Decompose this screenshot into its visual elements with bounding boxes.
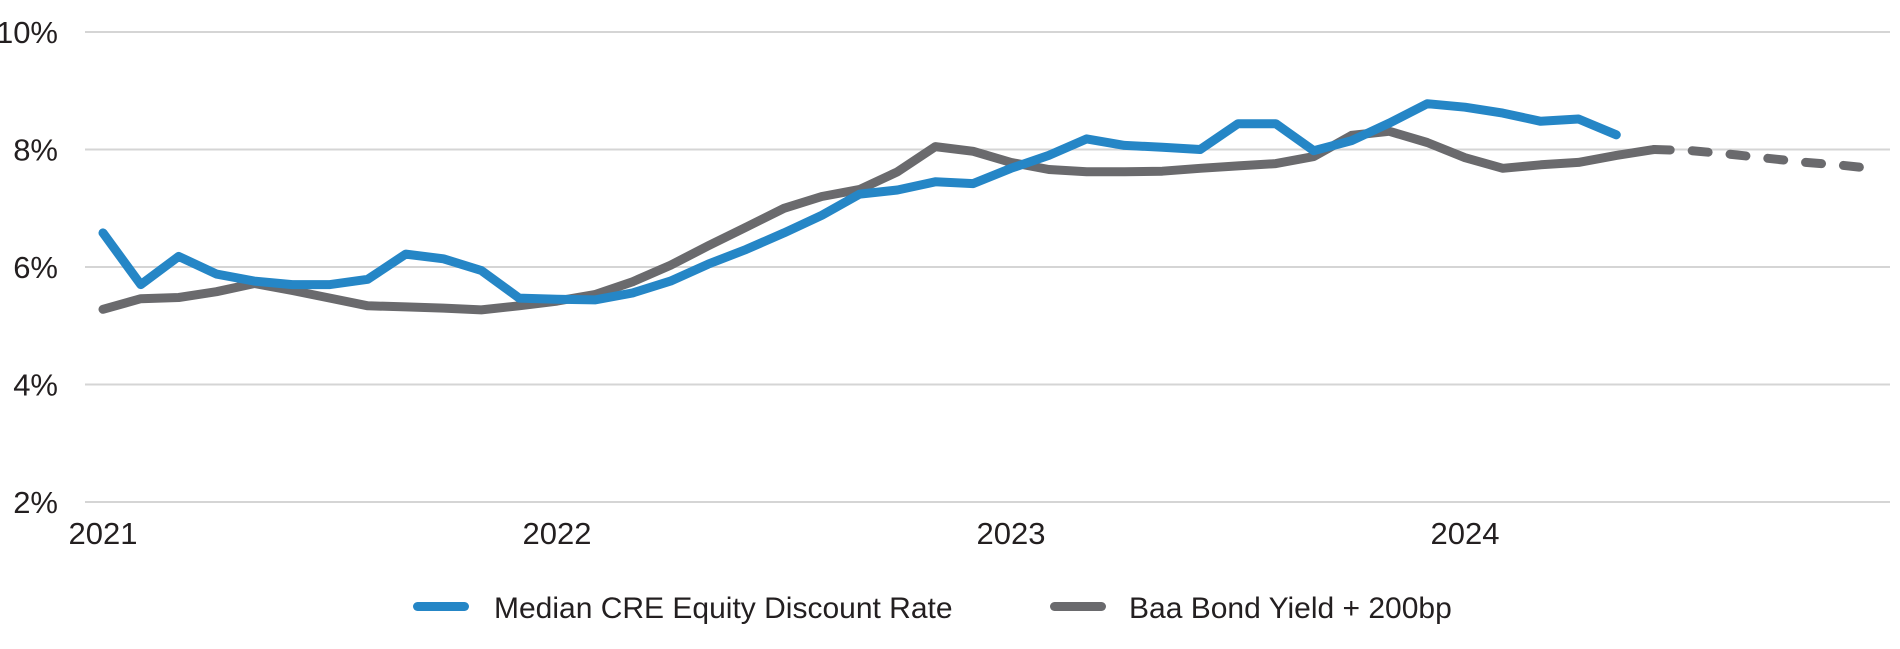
legend: Median CRE Equity Discount Rate Baa Bond…: [413, 592, 1452, 625]
y-tick-label-2%: 2%: [13, 485, 58, 520]
series-line-baa-bond-yield: [98, 126, 1659, 315]
y-axis-tick-labels: 10% 8% 6% 4% 2%: [0, 15, 58, 520]
x-tick-label-2023: 2023: [977, 516, 1046, 551]
series-line-baa-bond-yield-forecast: [1649, 145, 1886, 174]
y-tick-label-4%: 4%: [13, 368, 58, 403]
y-tick-label-10%: 10%: [0, 15, 58, 50]
legend-swatch-baa-bond: [1050, 602, 1106, 611]
legend-swatch-median-cre: [413, 602, 469, 611]
x-tick-label-2024: 2024: [1431, 516, 1500, 551]
gridlines: [85, 31, 1890, 503]
x-tick-label-2021: 2021: [69, 516, 138, 551]
series-line-median-cre-discount-rate: [98, 99, 1621, 305]
legend-label-baa-bond: Baa Bond Yield + 200bp: [1129, 592, 1452, 625]
legend-label-median-cre: Median CRE Equity Discount Rate: [494, 592, 953, 625]
x-tick-label-2022: 2022: [523, 516, 592, 551]
y-tick-label-6%: 6%: [13, 250, 58, 285]
y-tick-label-8%: 8%: [13, 133, 58, 168]
series-lines: [98, 99, 1886, 315]
x-axis-tick-labels: 2021 2022 2023 2024: [69, 516, 1500, 551]
